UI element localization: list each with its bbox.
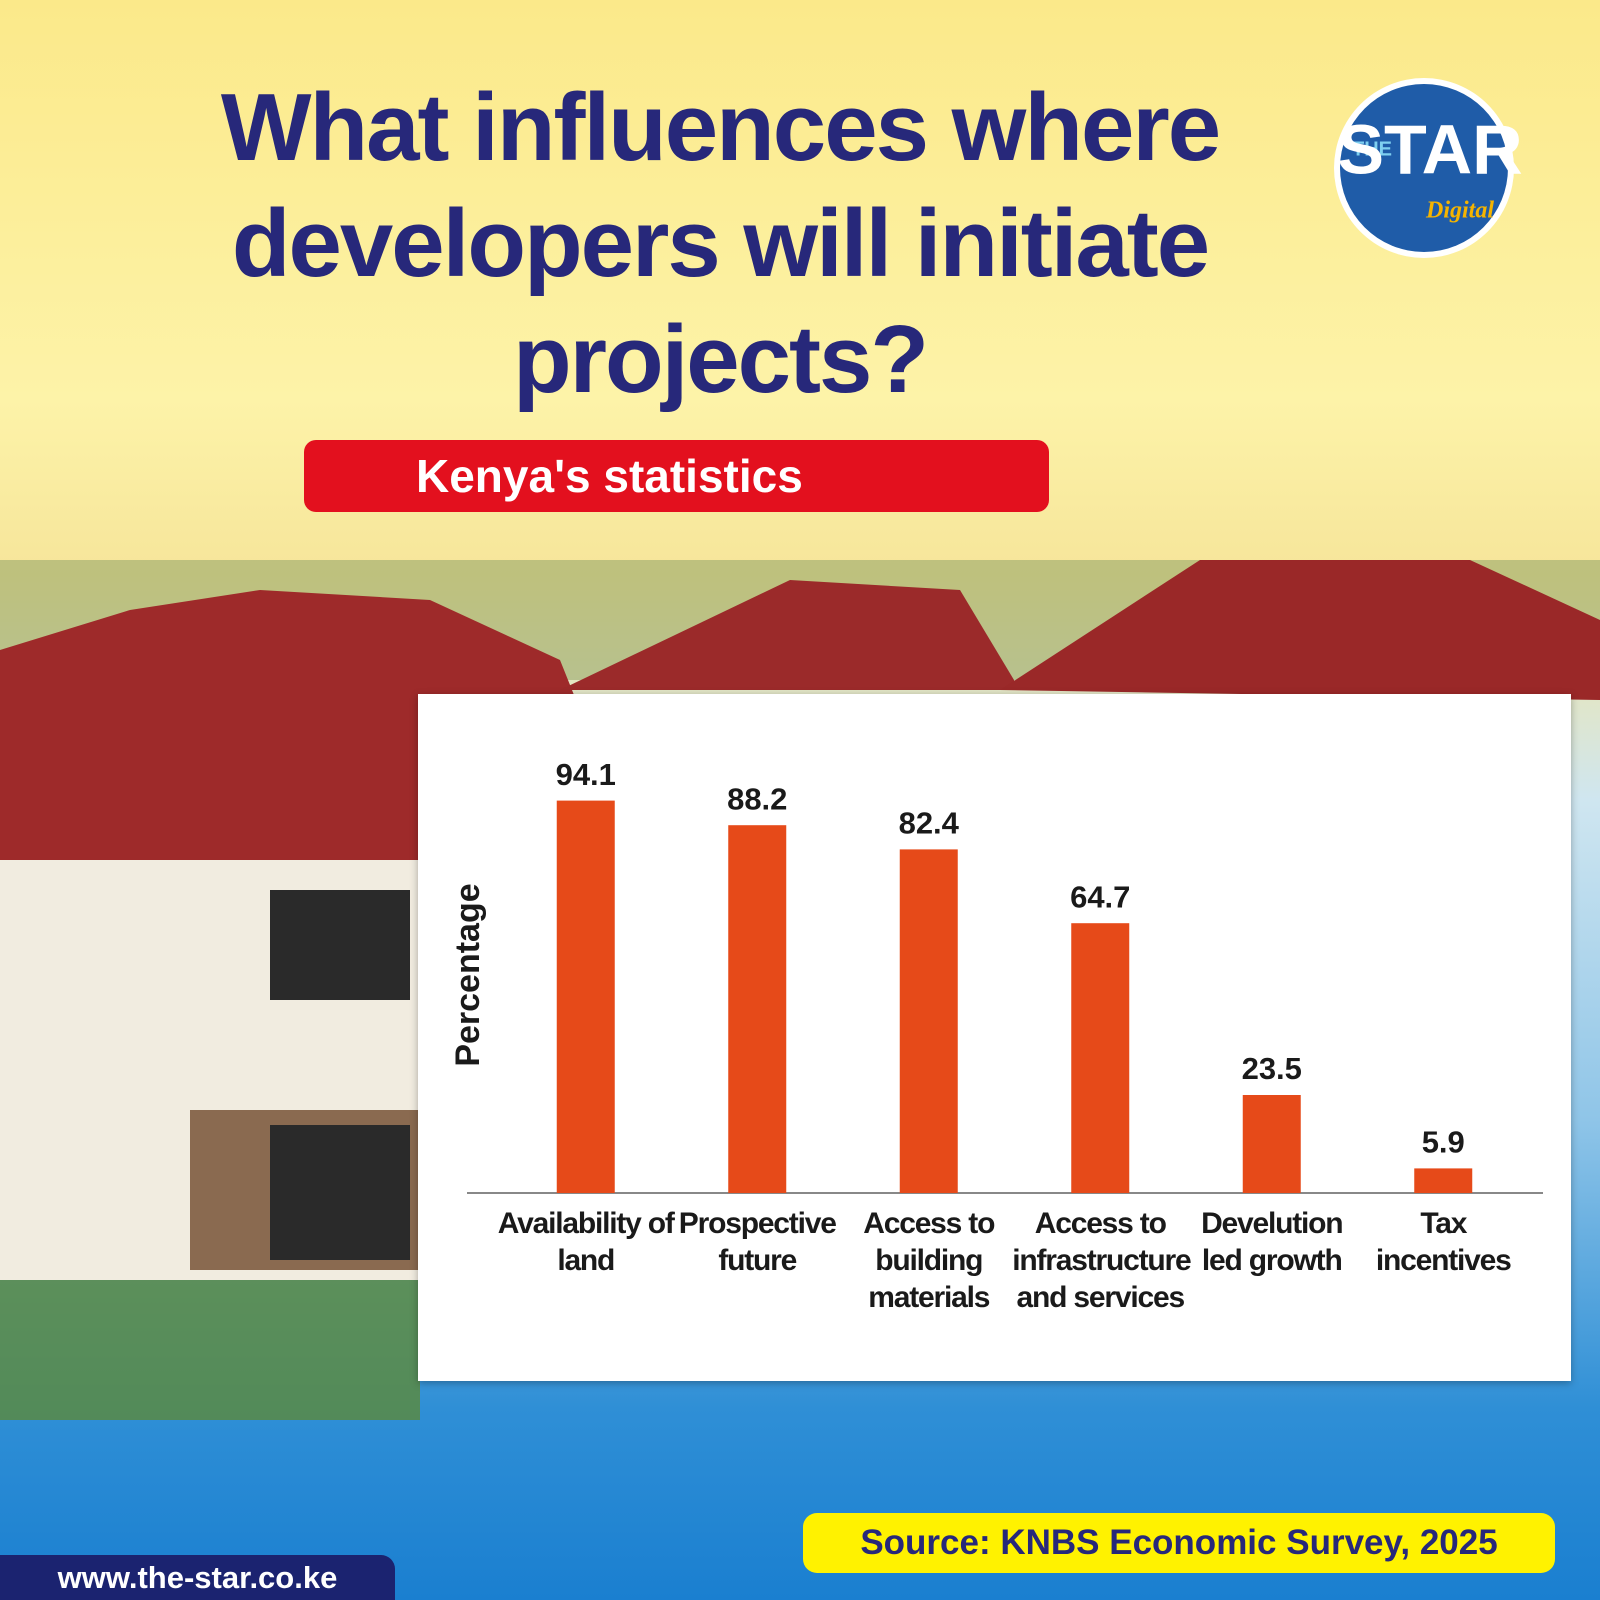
logo-the: THE <box>1352 138 1392 160</box>
x-tick-label: Access to building materials <box>863 1207 995 1314</box>
value-label: 5.9 <box>1422 1125 1465 1160</box>
bar <box>556 800 615 1193</box>
bar <box>1242 1095 1301 1193</box>
value-label: 88.2 <box>727 781 787 816</box>
bar <box>1414 1168 1473 1193</box>
y-axis-label: Percentage <box>449 883 487 1066</box>
logo-star: STAR <box>1337 110 1522 188</box>
x-tick-label: Access to infrastructure and services <box>1012 1207 1191 1314</box>
x-tick-label: Develution led growth <box>1201 1207 1344 1277</box>
website[interactable]: www.the-star.co.ke <box>0 1555 395 1600</box>
x-tick-label: Tax incentives <box>1375 1207 1512 1277</box>
bar <box>728 825 787 1193</box>
value-label: 94.1 <box>556 757 616 792</box>
value-label: 64.7 <box>1070 879 1130 914</box>
logo: THE STAR Digital <box>1334 78 1523 258</box>
value-label: 23.5 <box>1242 1051 1302 1086</box>
x-tick-label: Availability of land <box>497 1207 675 1277</box>
logo-digital: Digital <box>1425 198 1494 224</box>
source: Source: KNBS Economic Survey, 2025 <box>803 1513 1555 1573</box>
bar <box>1071 923 1130 1193</box>
value-label: 82.4 <box>899 806 960 841</box>
bar <box>899 849 958 1193</box>
x-tick-label: Prospective future <box>678 1207 837 1277</box>
title: What influences where developers will in… <box>220 74 1221 413</box>
subtitle: Kenya's statistics <box>304 440 1049 512</box>
